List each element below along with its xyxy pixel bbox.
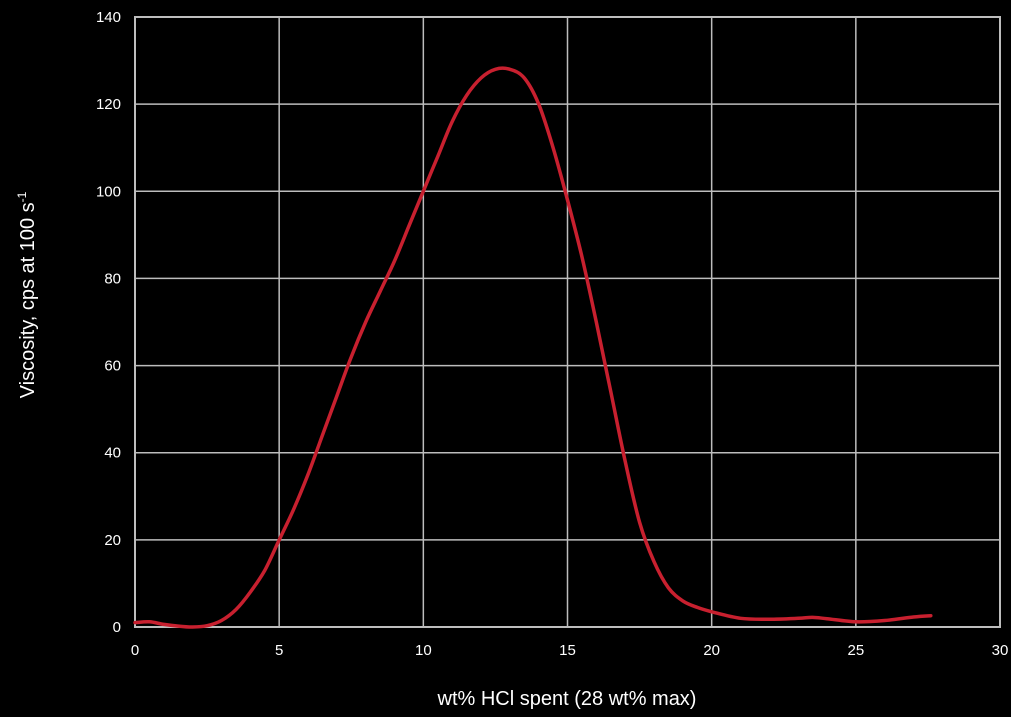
y-axis-title-superscript: -1 bbox=[15, 191, 29, 202]
x-tick-label-3: 15 bbox=[559, 642, 576, 659]
y-tick-label-4: 80 bbox=[104, 270, 121, 287]
y-tick-label-1: 20 bbox=[104, 532, 121, 549]
y-tick-label-2: 40 bbox=[104, 445, 121, 462]
x-tick-label-0: 0 bbox=[131, 642, 139, 659]
x-tick-label-4: 20 bbox=[703, 642, 720, 659]
x-tick-label-6: 30 bbox=[992, 642, 1009, 659]
y-axis-title: Viscosity, cps at 100 s-1 bbox=[15, 191, 39, 398]
x-tick-labels: 0 5 10 15 20 25 30 bbox=[131, 642, 1009, 659]
x-axis-title: wt% HCl spent (28 wt% max) bbox=[437, 688, 697, 710]
y-tick-label-0: 0 bbox=[113, 619, 121, 636]
series-line bbox=[133, 66, 933, 629]
y-tick-label-7: 140 bbox=[96, 9, 121, 26]
x-tick-label-5: 25 bbox=[847, 642, 864, 659]
y-tick-label-6: 120 bbox=[96, 96, 121, 113]
y-axis-title-main: Viscosity, cps at 100 s bbox=[17, 202, 39, 398]
grid-lines bbox=[134, 16, 1001, 628]
x-tick-label-1: 5 bbox=[275, 642, 283, 659]
plot-frame bbox=[134, 16, 1001, 628]
y-tick-label-5: 100 bbox=[96, 183, 121, 200]
y-tick-labels: 0 20 40 60 80 100 120 140 bbox=[96, 9, 121, 636]
x-tick-label-2: 10 bbox=[415, 642, 432, 659]
y-tick-label-3: 60 bbox=[104, 358, 121, 375]
